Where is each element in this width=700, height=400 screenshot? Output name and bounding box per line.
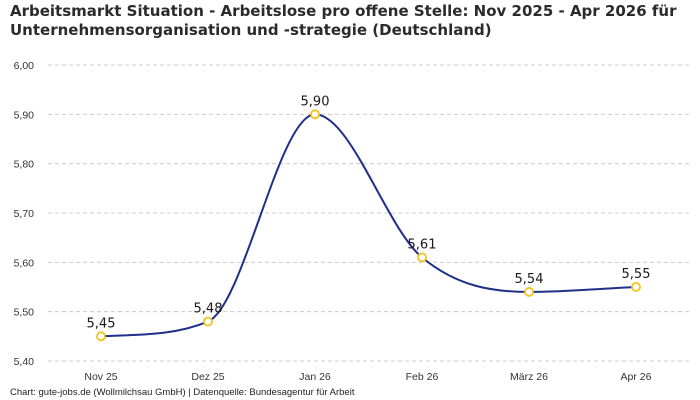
data-value-label: 5,55 — [622, 267, 651, 282]
data-point-marker — [524, 287, 534, 297]
data-point-marker — [631, 282, 641, 292]
data-labels: 5,45 5,48 5,90 5,61 5,54 5,55 — [87, 94, 651, 331]
data-value-label: 5,48 — [194, 302, 223, 317]
data-value-label: 5,61 — [408, 237, 437, 252]
y-tick-label: 5,90 — [14, 109, 35, 121]
data-point-marker — [96, 331, 106, 342]
x-tick-label: Dez 25 — [191, 371, 224, 383]
y-tick-label: 6,00 — [14, 60, 35, 72]
y-tick-label: 5,40 — [14, 356, 35, 368]
x-tick-label: Feb 26 — [406, 371, 439, 383]
data-point-marker — [203, 316, 213, 327]
grid-lines — [48, 64, 690, 362]
x-tick-label: Apr 26 — [621, 371, 652, 383]
data-point-marker — [417, 252, 427, 263]
chart-title: Arbeitsmarkt Situation - Arbeitslose pro… — [10, 2, 677, 39]
y-tick-label: 5,60 — [14, 257, 35, 269]
x-tick-label: Nov 25 — [84, 371, 117, 383]
y-axis: 5,40 5,50 5,60 5,70 5,80 5,90 6,00 — [14, 60, 35, 368]
y-tick-label: 5,50 — [14, 307, 35, 319]
data-value-label: 5,90 — [301, 94, 330, 109]
data-point-marker — [310, 109, 320, 120]
x-axis: Nov 25 Dez 25 Jan 26 Feb 26 März 26 Apr 26 — [84, 371, 651, 383]
source-note: Chart: gute-jobs.de (Wollmilchsau GmbH) … — [10, 387, 355, 398]
x-tick-label: März 26 — [510, 371, 548, 383]
series-line — [100, 113, 637, 338]
data-value-label: 5,54 — [515, 272, 544, 287]
data-value-label: 5,45 — [87, 316, 116, 331]
x-tick-label: Jan 26 — [299, 371, 331, 383]
y-tick-label: 5,80 — [14, 159, 35, 171]
y-tick-label: 5,70 — [14, 208, 35, 220]
data-markers — [96, 109, 641, 342]
